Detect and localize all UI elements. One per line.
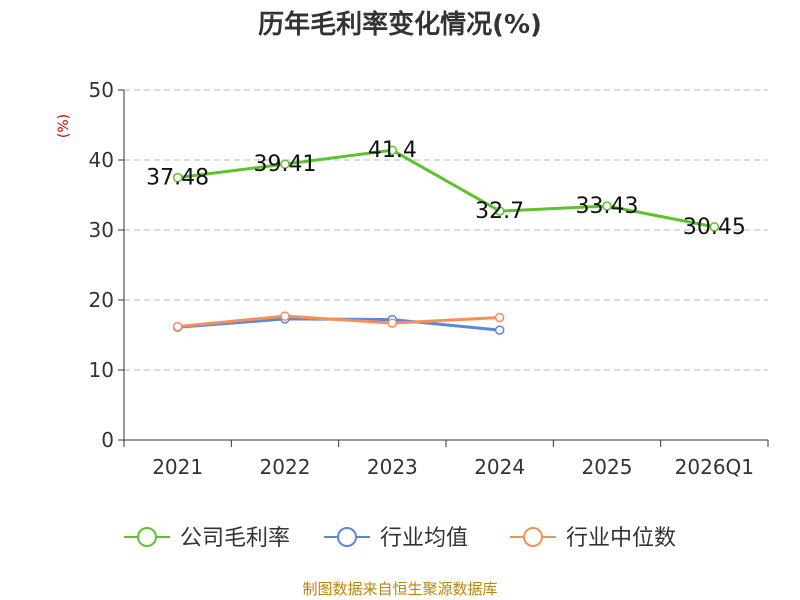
gross-margin-point[interactable] bbox=[602, 201, 612, 211]
x-tick-label: 2023 bbox=[367, 455, 418, 479]
y-tick-label: 40 bbox=[89, 148, 114, 172]
industry-average-point[interactable] bbox=[494, 325, 505, 335]
x-tick-label: 2025 bbox=[582, 455, 633, 479]
legend-label: 行业中位数 bbox=[566, 526, 676, 551]
data-label: 32.7 bbox=[475, 199, 524, 224]
chart-title: 历年毛利率变化情况(%) bbox=[258, 10, 542, 40]
gross-margin-point[interactable] bbox=[709, 222, 720, 232]
data-source-note: 制图数据来自恒生聚源数据库 bbox=[302, 580, 498, 598]
x-tick-label: 2026Q1 bbox=[675, 455, 754, 479]
x-tick-label: 2024 bbox=[474, 455, 525, 479]
legend-label: 行业均值 bbox=[380, 526, 468, 551]
industry-median-point[interactable] bbox=[494, 312, 505, 323]
industry-median-line bbox=[176, 314, 502, 329]
y-axis-unit-label: (%) bbox=[56, 114, 72, 138]
gross-margin-line bbox=[176, 148, 716, 229]
gross-margin-point[interactable] bbox=[172, 172, 183, 183]
industry-median-point[interactable] bbox=[387, 318, 398, 328]
legend-marker-icon bbox=[337, 527, 357, 547]
legend-label: 公司毛利率 bbox=[180, 526, 290, 551]
y-tick-label: 0 bbox=[101, 428, 114, 452]
legend-item-industry-average[interactable]: 行业均值 bbox=[324, 526, 468, 551]
y-tick-label: 50 bbox=[89, 78, 114, 102]
data-label: 30.45 bbox=[683, 215, 746, 240]
y-tick-label: 10 bbox=[89, 358, 114, 382]
data-label: 41.4 bbox=[368, 138, 417, 163]
x-tick-label: 2022 bbox=[260, 455, 311, 479]
x-tick-label: 2021 bbox=[152, 455, 203, 479]
legend-item-gross-margin[interactable]: 公司毛利率 bbox=[124, 526, 290, 551]
y-tick-label: 20 bbox=[89, 288, 114, 312]
gross-margin-point[interactable] bbox=[494, 206, 505, 216]
legend-marker-icon bbox=[523, 527, 543, 547]
legend-item-industry-median[interactable]: 行业中位数 bbox=[510, 526, 676, 551]
legend-marker-icon bbox=[137, 527, 157, 547]
data-label: 33.43 bbox=[576, 194, 639, 219]
data-label: 39.41 bbox=[254, 152, 317, 177]
gross-margin-point[interactable] bbox=[387, 145, 398, 155]
data-label: 37.48 bbox=[146, 166, 209, 191]
y-tick-label: 30 bbox=[89, 218, 114, 242]
industry-median-point[interactable] bbox=[172, 321, 183, 332]
gross-margin-point[interactable] bbox=[280, 159, 290, 169]
industry-median-point[interactable] bbox=[280, 311, 290, 321]
